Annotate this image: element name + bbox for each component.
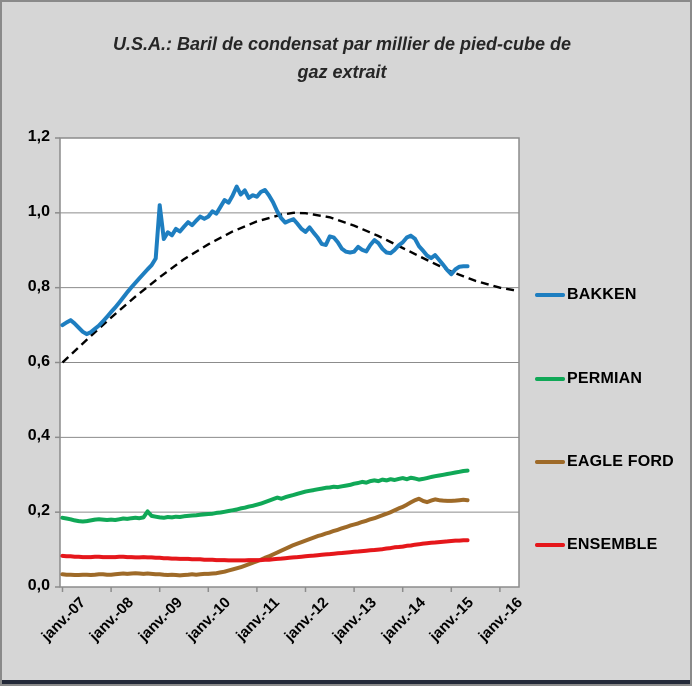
chart-title-line1: U.S.A.: Baril de condensat par millier d…: [112, 34, 572, 54]
plot-border: [59, 137, 520, 588]
y-tick-label: 0,2: [27, 502, 50, 520]
legend-item-permian: PERMIAN: [535, 367, 642, 391]
trend-dashed-line: [61, 211, 519, 364]
bakken-line-swatch: [535, 293, 565, 297]
y-tick-label: 0,0: [27, 577, 50, 594]
y-tick-label: 0,6: [27, 352, 50, 370]
window-bottom-edge: [2, 680, 690, 684]
legend-label-bakken: BAKKEN: [567, 286, 637, 303]
chart-title: U.S.A.: Baril de condensat par millier d…: [42, 30, 642, 86]
y-tick-label: 1,0: [27, 202, 50, 220]
permian-line: [60, 468, 470, 524]
y-tick-label: 1,2: [27, 128, 50, 145]
permian-line-swatch: [535, 377, 565, 381]
legend-label-eagle-ford: EAGLE FORD: [567, 453, 674, 470]
bakken-line: [60, 184, 470, 337]
y-tick-label: 0,8: [27, 277, 50, 295]
legend-label-ensemble: ENSEMBLE: [567, 536, 658, 553]
ensemble-line-swatch: [535, 543, 565, 547]
legend-item-eagle-ford: EAGLE FORD: [535, 450, 674, 474]
legend-label-permian: PERMIAN: [567, 370, 643, 387]
legend-item-bakken: BAKKEN: [535, 283, 637, 307]
y-tick-label: 0,4: [27, 427, 50, 445]
chart-title-line2: gaz extrait: [297, 62, 387, 82]
ensemble-line: [60, 538, 470, 563]
eagle-ford-line-swatch: [535, 460, 565, 464]
legend-item-ensemble: ENSEMBLE: [535, 533, 658, 557]
